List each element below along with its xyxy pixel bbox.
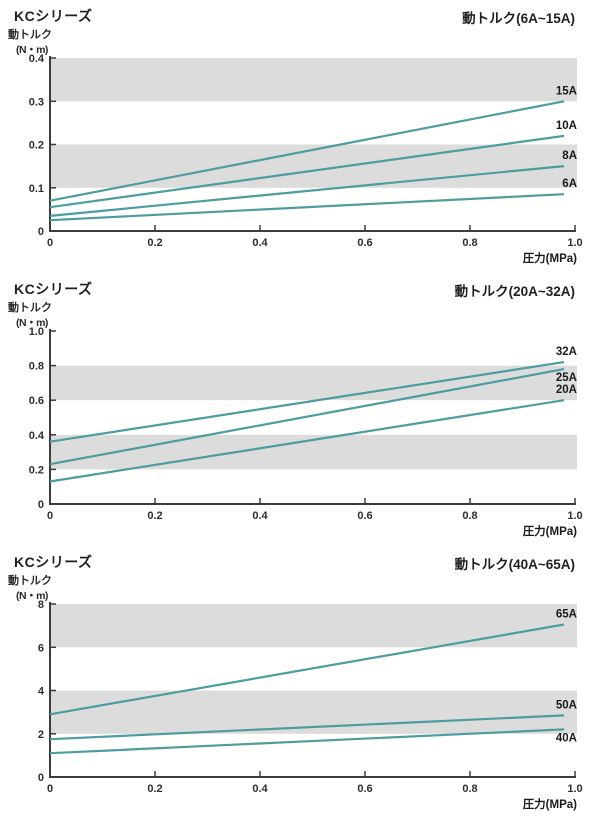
chart-title: 動トルク(40A~65A) bbox=[454, 557, 575, 572]
y-tick-label: 0.8 bbox=[29, 361, 44, 373]
x-tick-label: 0.6 bbox=[357, 510, 372, 522]
grid-band bbox=[50, 58, 577, 102]
x-tick-label: 0 bbox=[47, 510, 53, 522]
series-line bbox=[49, 134, 565, 209]
series-label: 20A bbox=[556, 384, 577, 396]
y-tick-label: 0 bbox=[38, 226, 44, 238]
x-tick-label: 0.6 bbox=[357, 783, 372, 795]
torque-chart-plot: 0 2 4 6 8 0 0.2 0.4 0.6 0.8 1.0 65A 50A 40A 圧力(MPa) bbox=[38, 599, 583, 811]
series-label: 10A bbox=[556, 120, 577, 132]
x-tick-label: 0 bbox=[47, 783, 53, 795]
x-tick-label: 0.2 bbox=[147, 783, 162, 795]
series-family-label: KCシリーズ bbox=[14, 554, 93, 570]
series-label: 40A bbox=[556, 732, 577, 744]
series-line bbox=[49, 399, 565, 483]
grid-band bbox=[50, 604, 577, 648]
y-axis-unit: (N・m) bbox=[16, 317, 48, 329]
y-tick-label: 0.4 bbox=[29, 430, 45, 442]
x-axis-unit: 圧力(MPa) bbox=[523, 251, 577, 265]
y-tick-label: 0.3 bbox=[29, 96, 44, 108]
y-tick-label: 0.2 bbox=[29, 464, 44, 476]
x-tick-label: 0.4 bbox=[252, 783, 268, 795]
x-tick-label: 0.4 bbox=[252, 237, 268, 249]
torque-chart-plot: 0 0.2 0.4 0.6 0.8 1.0 0 0.2 0.4 0.6 0.8 1.0 32A 25A20… bbox=[29, 326, 583, 538]
x-axis-unit: 圧力(MPa) bbox=[523, 524, 577, 538]
y-tick-label: 8 bbox=[38, 599, 44, 611]
y-axis-label-text: 動トルク bbox=[8, 29, 52, 41]
series-family-label: KCシリーズ bbox=[14, 8, 93, 24]
series-line bbox=[49, 728, 565, 755]
chart-title: 動トルク(6A~15A) bbox=[462, 11, 575, 26]
x-tick-label: 0.4 bbox=[252, 510, 268, 522]
series-label: 50A bbox=[556, 699, 577, 711]
x-tick-label: 0.6 bbox=[357, 237, 372, 249]
x-tick-label: 0.8 bbox=[462, 510, 477, 522]
y-tick-label: 0 bbox=[38, 772, 44, 784]
torque-chart-section-large: KCシリーズ 動トルク(40A~65A) 動トルク (N・m) 0 2 4 6 8 0 0.… bbox=[0, 546, 602, 818]
x-tick-label: 1.0 bbox=[567, 510, 582, 522]
x-tick-label: 0.8 bbox=[462, 783, 477, 795]
y-tick-label: 1.0 bbox=[29, 326, 44, 338]
y-axis-label: 動トルク (N・m) bbox=[8, 299, 52, 330]
torque-chart-plot: 0 0.1 0.2 0.3 0.4 0 0.2 0.4 0.6 0.8 1.0 15A 10A 8A 6A 圧… bbox=[29, 53, 583, 265]
y-tick-label: 0.4 bbox=[29, 53, 45, 65]
x-tick-label: 0 bbox=[47, 237, 53, 249]
y-tick-label: 0.2 bbox=[29, 140, 44, 152]
torque-chart-section-small: KCシリーズ 動トルク(6A~15A) 動トルク (N・m) 0 0.1 0.2 0.… bbox=[0, 0, 602, 273]
series-line bbox=[49, 714, 565, 741]
y-tick-label: 0 bbox=[38, 499, 44, 511]
x-tick-label: 0.2 bbox=[147, 237, 162, 249]
grid-band bbox=[50, 144, 577, 188]
series-label: 65A bbox=[556, 609, 577, 621]
y-axis-unit: (N・m) bbox=[16, 590, 48, 602]
series-line bbox=[49, 623, 565, 716]
y-axis-label: 動トルク (N・m) bbox=[8, 26, 52, 57]
series-label: 15A bbox=[556, 85, 577, 97]
series-line bbox=[49, 165, 565, 217]
series-label: 6A bbox=[562, 178, 577, 190]
series-label: 25A bbox=[556, 372, 577, 384]
grid-band bbox=[50, 365, 577, 401]
y-tick-label: 2 bbox=[38, 729, 44, 741]
y-axis-label-text: 動トルク bbox=[8, 302, 52, 314]
y-axis-label: 動トルク (N・m) bbox=[8, 572, 52, 603]
x-tick-label: 1.0 bbox=[567, 783, 582, 795]
series-family-label: KCシリーズ bbox=[14, 281, 93, 297]
y-axis-label-text: 動トルク bbox=[8, 575, 52, 587]
series-line bbox=[49, 368, 565, 466]
x-tick-label: 1.0 bbox=[567, 237, 582, 249]
series-label: 8A bbox=[562, 150, 577, 162]
y-tick-label: 6 bbox=[38, 642, 44, 654]
y-tick-label: 4 bbox=[38, 686, 45, 698]
y-tick-label: 0.6 bbox=[29, 395, 44, 407]
chart-title: 動トルク(20A~32A) bbox=[454, 284, 575, 299]
x-tick-label: 0.8 bbox=[462, 237, 477, 249]
series-line bbox=[49, 361, 565, 443]
x-axis-unit: 圧力(MPa) bbox=[523, 797, 577, 811]
series-label: 32A bbox=[556, 346, 577, 358]
series-line bbox=[49, 193, 565, 222]
torque-chart-section-medium: KCシリーズ 動トルク(20A~32A) 動トルク (N・m) 0 0.2 0.4 0… bbox=[0, 273, 602, 546]
series-line bbox=[49, 100, 565, 202]
y-tick-label: 0.1 bbox=[29, 183, 44, 195]
y-axis-unit: (N・m) bbox=[16, 44, 48, 56]
x-tick-label: 0.2 bbox=[147, 510, 162, 522]
